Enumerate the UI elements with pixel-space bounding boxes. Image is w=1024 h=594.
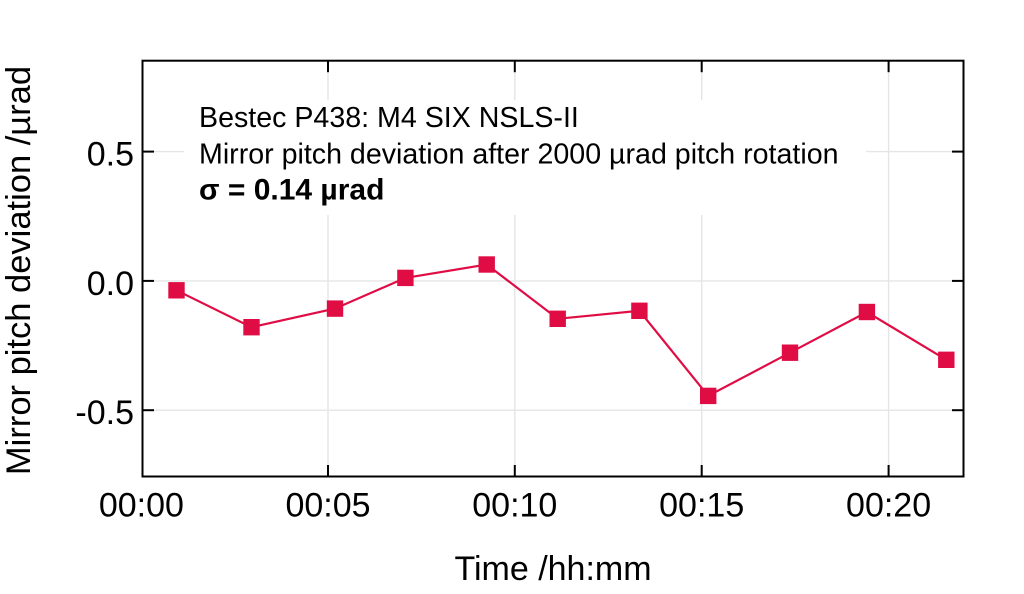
svg-text:Time /hh:mm: Time /hh:mm [454, 550, 651, 588]
svg-text:-0.5: -0.5 [75, 394, 134, 432]
svg-text:00:05: 00:05 [285, 487, 370, 525]
svg-text:Mirror pitch deviation /µrad: Mirror pitch deviation /µrad [0, 66, 38, 475]
svg-text:00:20: 00:20 [846, 487, 931, 525]
svg-text:0.0: 0.0 [87, 265, 134, 303]
svg-text:Mirror pitch deviation after 2: Mirror pitch deviation after 2000 µrad p… [199, 139, 839, 171]
svg-text:Bestec P438: M4 SIX NSLS-II: Bestec P438: M4 SIX NSLS-II [199, 102, 579, 134]
svg-text:00:00: 00:00 [99, 487, 184, 525]
svg-text:00:15: 00:15 [659, 487, 744, 525]
svg-text:σ = 0.14 µrad: σ = 0.14 µrad [199, 174, 384, 207]
svg-text:0.5: 0.5 [87, 136, 134, 174]
svg-text:00:10: 00:10 [472, 487, 557, 525]
